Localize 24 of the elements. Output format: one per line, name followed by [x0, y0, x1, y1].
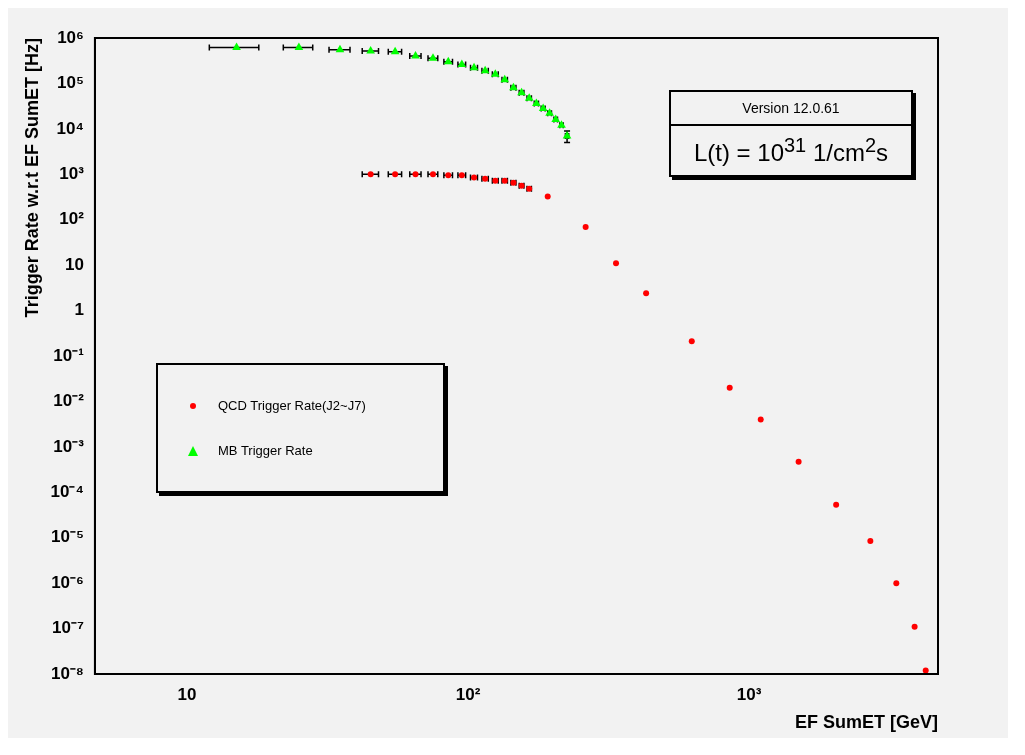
- x-tick-label: 10²: [455, 684, 481, 704]
- y-tick-label: 10⁻¹: [53, 345, 85, 365]
- x-axis-title: EF SumET [GeV]: [794, 712, 938, 733]
- y-tick-label: 10⁻⁷: [51, 618, 84, 638]
- y-tick-label: 10⁻⁴: [50, 481, 84, 501]
- y-tick-label: 10⁴: [56, 118, 84, 138]
- x-tick-label: 10: [177, 684, 197, 704]
- y-tick-label: 10⁻⁵: [51, 527, 84, 547]
- y-tick-label: 10²: [59, 209, 85, 229]
- y-tick-label: 10⁶: [57, 27, 84, 47]
- annotation: L(t) = 10$^{31}$ 1/cm$^{2}$s: [671, 124, 911, 175]
- x-tick-label: 10³: [736, 684, 762, 704]
- y-tick-label: 1: [74, 300, 84, 320]
- y-tick-label: 10⁻³: [53, 436, 85, 456]
- y-tick-label: 10⁻⁸: [50, 663, 84, 683]
- y-axis-title: Trigger Rate w.r.t EF SumET [Hz]: [21, 38, 42, 318]
- y-tick-label: 10⁻⁶: [51, 572, 84, 592]
- y-tick-label: 10: [65, 254, 84, 274]
- annotation: Version 12.0.61: [741, 99, 841, 118]
- y-tick-label: 10⁻²: [53, 391, 85, 411]
- y-tick-label: 10³: [59, 163, 85, 183]
- legend-label: MB Trigger Rate: [218, 443, 313, 458]
- y-tick-label: 10⁵: [57, 73, 84, 93]
- legend-label: QCD Trigger Rate(J2~J7): [218, 398, 366, 413]
